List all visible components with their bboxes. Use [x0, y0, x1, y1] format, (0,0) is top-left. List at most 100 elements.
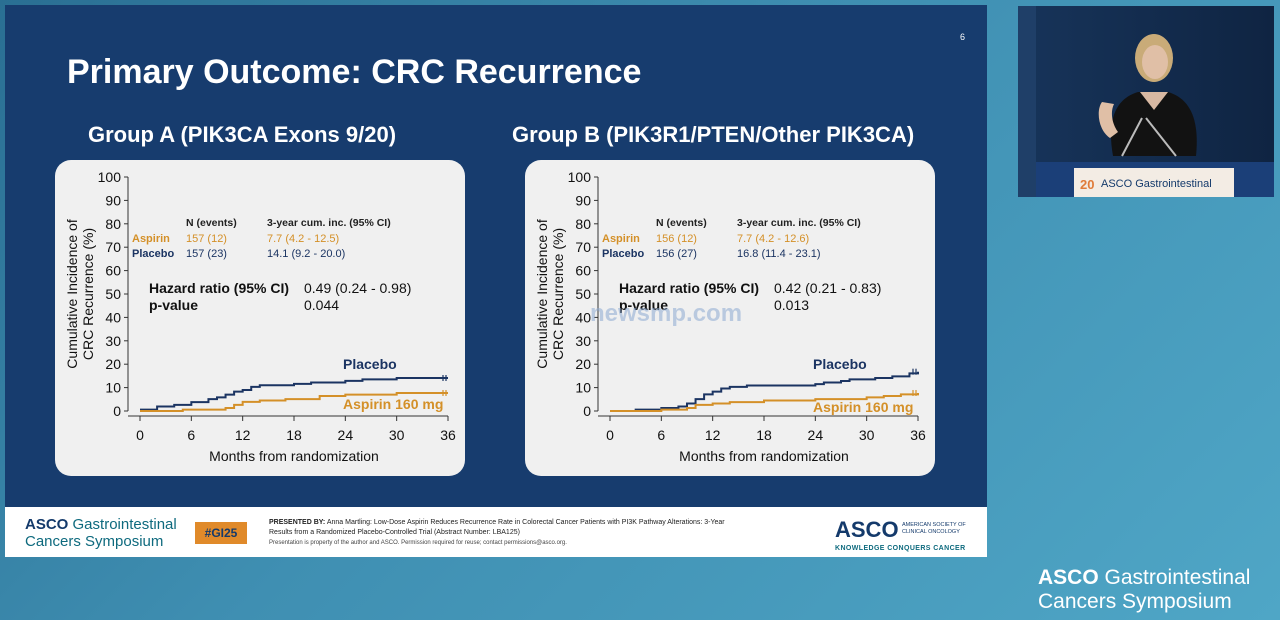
x-tick-label: 0 [136, 427, 144, 443]
x-tick-label: 30 [859, 427, 875, 443]
x-tick-label: 12 [705, 427, 721, 443]
logo-asco-word: ASCO [25, 516, 69, 533]
hazard-ratio-value: 0.49 (0.24 - 0.98) [304, 280, 412, 296]
y-axis-label: Cumulative Incidence of [534, 219, 550, 369]
x-tick-label: 6 [657, 427, 665, 443]
presentation-slide: 6 Primary Outcome: CRC Recurrence Group … [5, 5, 987, 557]
presented-label: PRESENTED BY: [269, 519, 326, 526]
y-tick-label: 70 [575, 239, 591, 255]
y-tick-label: 90 [105, 192, 121, 208]
aspirin-series-line [140, 391, 448, 412]
y-tick-label: 50 [105, 286, 121, 302]
slide-footer: ASCO Gastrointestinal Cancers Symposium … [5, 507, 987, 557]
logo-line2: Cancers Symposium [25, 533, 164, 550]
corner-conference-logo: ASCO Gastrointestinal Cancers Symposium [1038, 566, 1250, 614]
y-tick-label: 50 [575, 286, 591, 302]
presented-text: Anna Martling: Low-Dose Aspirin Reduces … [269, 519, 725, 536]
aspirin-n-events: 156 (12) [656, 233, 697, 245]
group-a-chart: 0 10 20 30 40 50 60 70 80 90 100 0 6 12 18 24 30 36 Months… [64, 169, 456, 464]
asco-gi-logo: ASCO Gastrointestinal Cancers Symposium [25, 516, 177, 550]
hashtag-badge: #GI25 [195, 522, 247, 544]
x-axis-label: Months from randomization [209, 448, 379, 464]
x-tick-label: 36 [910, 427, 926, 443]
hazard-ratio-value: 0.42 (0.21 - 0.83) [774, 280, 882, 296]
disclaimer: Presentation is property of the author a… [269, 540, 567, 546]
placebo-incidence: 14.1 (9.2 - 20.0) [267, 248, 346, 260]
aspirin-incidence: 7.7 (4.2 - 12.6) [737, 233, 810, 245]
col-header-incidence: 3-year cum. inc. (95% CI) [267, 217, 391, 229]
aspirin-line-label: Aspirin 160 mg [343, 396, 444, 412]
placebo-series-line [140, 377, 448, 411]
aspirin-row-label: Aspirin [132, 233, 170, 245]
presented-by: PRESENTED BY: Anna Martling: Low-Dose As… [269, 518, 749, 538]
x-tick-label: 30 [389, 427, 405, 443]
hazard-ratio-label: Hazard ratio (95% CI) [149, 280, 290, 296]
asco-tagline: KNOWLEDGE CONQUERS CANCER [835, 545, 966, 552]
x-tick-label: 36 [440, 427, 456, 443]
group-b-chart: 0 10 20 30 40 50 60 70 80 90 100 0 6 12 18 24 30 36 Months… [534, 169, 926, 464]
corner-line2: Cancers Symposium [1038, 590, 1232, 613]
placebo-n-events: 157 (23) [186, 248, 227, 260]
aspirin-series-line [610, 392, 919, 412]
y-axis-label: Cumulative Incidence of [64, 219, 80, 369]
p-value: 0.044 [304, 297, 340, 313]
aspirin-incidence: 7.7 (4.2 - 12.5) [267, 233, 340, 245]
col-header-n: N (events) [656, 217, 707, 229]
corner-asco-word: ASCO [1038, 566, 1099, 589]
x-tick-label: 24 [808, 427, 824, 443]
group-b-chart-panel: 0 10 20 30 40 50 60 70 80 90 100 0 6 12 18 24 30 36 Months… [525, 160, 935, 476]
y-tick-label: 10 [575, 380, 591, 396]
x-tick-label: 12 [235, 427, 251, 443]
group-a-chart-panel: 0 10 20 30 40 50 60 70 80 90 100 0 6 12 18 24 30 36 Months… [55, 160, 465, 476]
logo-gastro-word: Gastrointestinal [72, 516, 177, 533]
y-tick-label: 30 [105, 333, 121, 349]
speaker-hand [1098, 102, 1118, 138]
y-tick-label: 20 [105, 356, 121, 372]
col-header-incidence: 3-year cum. inc. (95% CI) [737, 217, 861, 229]
p-value-label: p-value [149, 297, 199, 313]
placebo-n-events: 156 (27) [656, 248, 697, 260]
placebo-row-label: Placebo [132, 248, 175, 260]
x-tick-label: 24 [338, 427, 354, 443]
group-a-title: Group A (PIK3CA Exons 9/20) [88, 122, 397, 147]
speaker-scene: 20 ASCO Gastrointestinal [1018, 6, 1274, 197]
placebo-series-line [610, 371, 919, 412]
watermark-text: newsmp.com [590, 300, 743, 327]
x-tick-label: 18 [286, 427, 302, 443]
x-tick-label: 6 [187, 427, 195, 443]
hazard-ratio-label: Hazard ratio (95% CI) [619, 280, 760, 296]
y-tick-label: 0 [583, 403, 591, 419]
col-header-n: N (events) [186, 217, 237, 229]
asco-wordmark: ASCO [835, 517, 899, 542]
y-tick-label: 100 [568, 169, 592, 185]
x-axis-label: Months from randomization [679, 448, 849, 464]
p-value: 0.013 [774, 297, 810, 313]
placebo-line-label: Placebo [343, 356, 397, 372]
y-tick-label: 30 [575, 333, 591, 349]
speaker-video: 20 ASCO Gastrointestinal [1018, 6, 1274, 197]
slide-title: Primary Outcome: CRC Recurrence [67, 53, 642, 91]
y-axis-label-line2: CRC Recurrence (%) [80, 228, 96, 360]
aspirin-line-label: Aspirin 160 mg [813, 399, 914, 415]
asco-logo: ASCO AMERICAN SOCIETY OF CLINICAL ONCOLO… [835, 517, 966, 552]
corner-gastro-word: Gastrointestinal [1104, 566, 1251, 589]
y-tick-label: 70 [105, 239, 121, 255]
placebo-row-label: Placebo [602, 248, 645, 260]
podium-year: 20 [1080, 177, 1094, 192]
podium-line1: ASCO Gastrointestinal [1101, 178, 1212, 190]
y-tick-label: 100 [98, 169, 122, 185]
podium-sign [1074, 168, 1234, 197]
aspirin-row-label: Aspirin [602, 233, 640, 245]
y-axis-label-line2: CRC Recurrence (%) [550, 228, 566, 360]
asco-society-text: AMERICAN SOCIETY OF CLINICAL ONCOLOGY [902, 522, 966, 535]
p-value-label: p-value [619, 297, 669, 313]
group-b-title: Group B (PIK3R1/PTEN/Other PIK3CA) [512, 122, 915, 147]
y-tick-label: 20 [575, 356, 591, 372]
y-tick-label: 90 [575, 192, 591, 208]
y-tick-label: 0 [113, 403, 121, 419]
x-tick-label: 18 [756, 427, 772, 443]
slide-number: 6 [960, 32, 966, 42]
y-tick-label: 10 [105, 380, 121, 396]
y-tick-label: 80 [105, 216, 121, 232]
placebo-incidence: 16.8 (11.4 - 23.1) [737, 248, 821, 260]
